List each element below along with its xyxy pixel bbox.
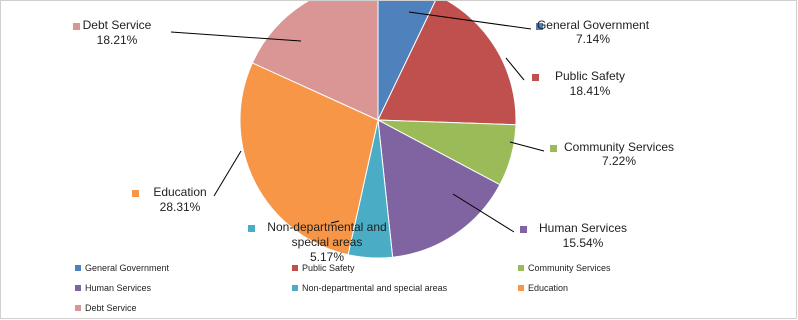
legend-swatch <box>518 285 524 291</box>
legend-swatch <box>292 265 298 271</box>
slice-name-label: Non-departmental and <box>267 220 386 234</box>
legend-item: Education <box>518 283 568 293</box>
legend-item: Non-departmental and special areas <box>292 283 447 293</box>
legend-swatch <box>292 285 298 291</box>
legend-item: Human Services <box>75 283 151 293</box>
slice-name-label: Community Services <box>564 140 674 154</box>
slice-name-label: Human Services <box>539 221 627 235</box>
label-swatch <box>132 190 139 197</box>
label-swatch <box>532 74 539 81</box>
slice-name-label: special areas <box>292 235 363 249</box>
legend-label: Non-departmental and special areas <box>302 283 448 293</box>
legend-item: General Government <box>75 263 169 273</box>
legend-label: Public Safety <box>302 263 355 273</box>
legend-swatch <box>75 265 81 271</box>
legend-swatch <box>75 305 81 311</box>
leader-line <box>213 150 242 197</box>
leader-line <box>330 220 340 224</box>
leader-line <box>509 141 545 152</box>
legend-swatch <box>75 285 81 291</box>
label-swatch <box>520 226 527 233</box>
legend-swatch <box>518 265 524 271</box>
legend-item: Debt Service <box>75 303 137 313</box>
leader-line <box>505 57 525 81</box>
slice-percent-label: 7.22% <box>602 154 636 168</box>
slice-name-label: Education <box>153 185 206 199</box>
legend-item: Community Services <box>518 263 611 273</box>
label-swatch <box>550 145 557 152</box>
slice-name-label: General Government <box>537 18 650 32</box>
legend-label: Debt Service <box>85 303 137 313</box>
leader-line <box>408 11 532 30</box>
slice-percent-label: 18.21% <box>97 33 138 47</box>
slice-name-label: Debt Service <box>83 18 152 32</box>
pie-slice-public-safety <box>377 1 517 126</box>
pie-slice-human-services <box>377 119 501 258</box>
slice-percent-label: 5.17% <box>310 250 344 261</box>
label-swatch <box>73 23 80 30</box>
pie-slice-debt-service <box>251 1 379 121</box>
slice-percent-label: 7.14% <box>576 32 610 46</box>
legend-label: Community Services <box>528 263 611 273</box>
legend-label: Education <box>528 283 569 293</box>
leader-line <box>452 193 515 233</box>
slice-name-label: Public Safety <box>555 69 625 83</box>
pie-slice-general-government <box>377 1 436 121</box>
slice-percent-label: 28.31% <box>160 200 201 214</box>
legend-label: Human Services <box>85 283 152 293</box>
legend-label: General Government <box>85 263 170 273</box>
pie-slice-education <box>239 62 379 256</box>
slice-percent-label: 15.54% <box>563 236 604 250</box>
legend-item: Public Safety <box>292 263 355 273</box>
label-swatch <box>536 23 543 30</box>
slice-percent-label: 18.41% <box>570 84 611 98</box>
leader-line <box>170 31 302 42</box>
label-swatch <box>248 225 255 232</box>
